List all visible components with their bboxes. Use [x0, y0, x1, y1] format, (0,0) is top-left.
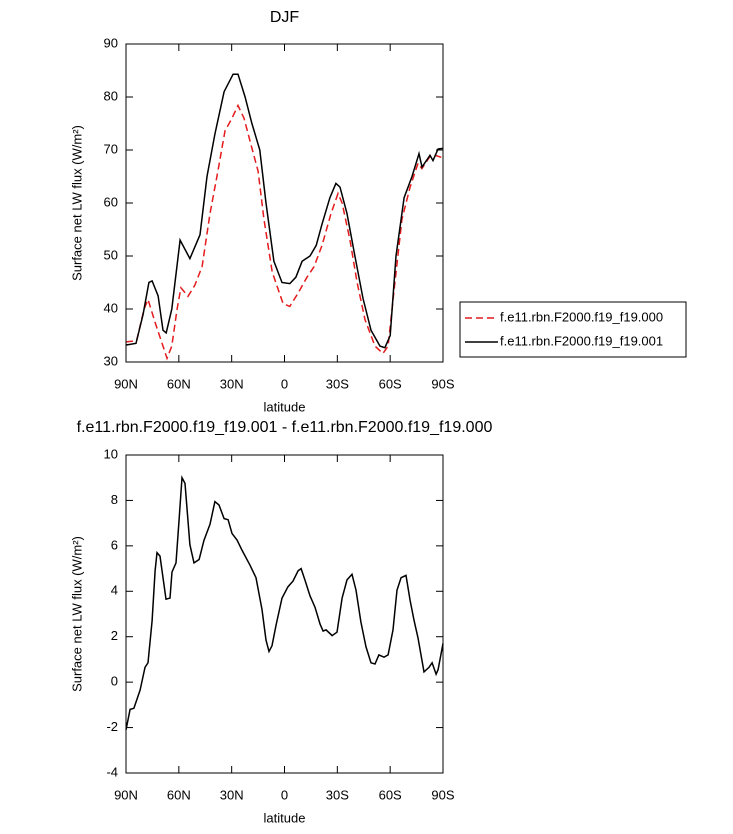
y-tick-label: 90	[104, 35, 118, 50]
y-tick-label: 6	[111, 537, 118, 552]
x-tick-label: 90S	[431, 376, 454, 391]
x-tick-label: 0	[281, 787, 288, 802]
legend-label: f.e11.rbn.F2000.f19_f19.001	[500, 333, 663, 348]
y-tick-label: 70	[104, 141, 118, 156]
y-tick-label: 30	[104, 353, 118, 368]
x-tick-label: 30N	[220, 787, 244, 802]
x-tick-label: 30N	[220, 376, 244, 391]
data-line	[125, 475, 444, 730]
y-tick-label: 60	[104, 194, 118, 209]
x-tick-label: 60S	[379, 376, 402, 391]
x-tick-label: 60N	[167, 787, 191, 802]
x-axis-label: latitude	[264, 810, 306, 825]
x-tick-label: 90N	[114, 376, 138, 391]
y-tick-label: -2	[106, 719, 118, 734]
data-line	[125, 103, 444, 361]
x-axis-label: latitude	[264, 399, 306, 414]
y-tick-label: 8	[111, 492, 118, 507]
legend-box	[459, 301, 687, 358]
x-tick-label: 60N	[167, 376, 191, 391]
legend-label: f.e11.rbn.F2000.f19_f19.000	[500, 309, 663, 324]
x-tick-label: 90S	[431, 787, 454, 802]
x-tick-label: 90N	[114, 787, 138, 802]
x-tick-label: 0	[281, 376, 288, 391]
chart-title: DJF	[270, 9, 300, 26]
y-tick-label: 0	[111, 674, 118, 689]
y-tick-label: 80	[104, 88, 118, 103]
y-tick-label: 10	[104, 446, 118, 461]
y-tick-label: 50	[104, 247, 118, 262]
y-tick-label: 4	[111, 583, 118, 598]
data-line	[125, 73, 444, 349]
y-tick-label: 2	[111, 628, 118, 643]
y-tick-label: -4	[106, 764, 118, 779]
y-axis-label: Surface net LW flux (W/m²)	[69, 125, 84, 281]
x-tick-label: 60S	[379, 787, 402, 802]
y-axis-label: Surface net LW flux (W/m²)	[69, 536, 84, 692]
x-tick-label: 30S	[326, 376, 349, 391]
y-tick-label: 40	[104, 300, 118, 315]
plot-frame	[125, 454, 444, 774]
chart-title: f.e11.rbn.F2000.f19_f19.001 - f.e11.rbn.…	[77, 419, 493, 436]
plot-frame	[125, 43, 444, 363]
x-tick-label: 30S	[326, 787, 349, 802]
